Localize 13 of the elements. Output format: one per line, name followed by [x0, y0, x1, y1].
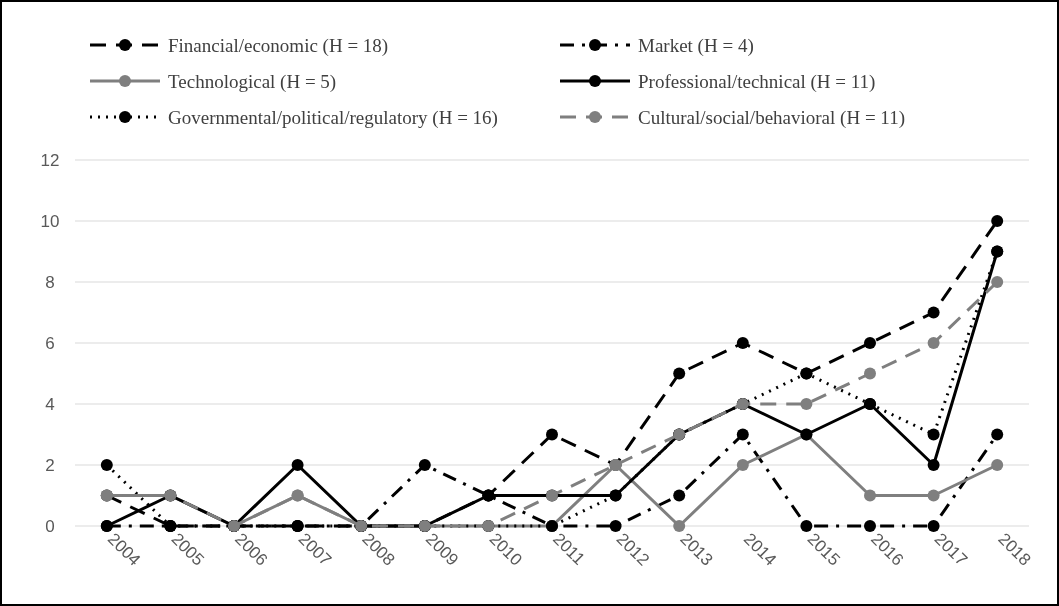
y-tick-label: 10	[40, 211, 60, 231]
y-tick-label: 8	[45, 272, 55, 292]
y-tick-label: 2	[45, 455, 55, 475]
legend-label: Cultural/social/behavioral (H = 11)	[638, 106, 905, 129]
y-tick-label: 4	[45, 394, 55, 414]
y-tick-label: 6	[45, 333, 55, 353]
legend-label: Governmental/political/regulatory (H = 16)	[168, 106, 498, 129]
legend-label: Financial/economic (H = 18)	[168, 34, 389, 57]
y-tick-label: 12	[40, 150, 60, 170]
legend-label: Market (H = 4)	[638, 34, 754, 57]
y-tick-label: 0	[45, 516, 55, 536]
legend-label: Professional/technical (H = 11)	[638, 70, 876, 93]
legend-label: Technological (H = 5)	[168, 70, 337, 93]
